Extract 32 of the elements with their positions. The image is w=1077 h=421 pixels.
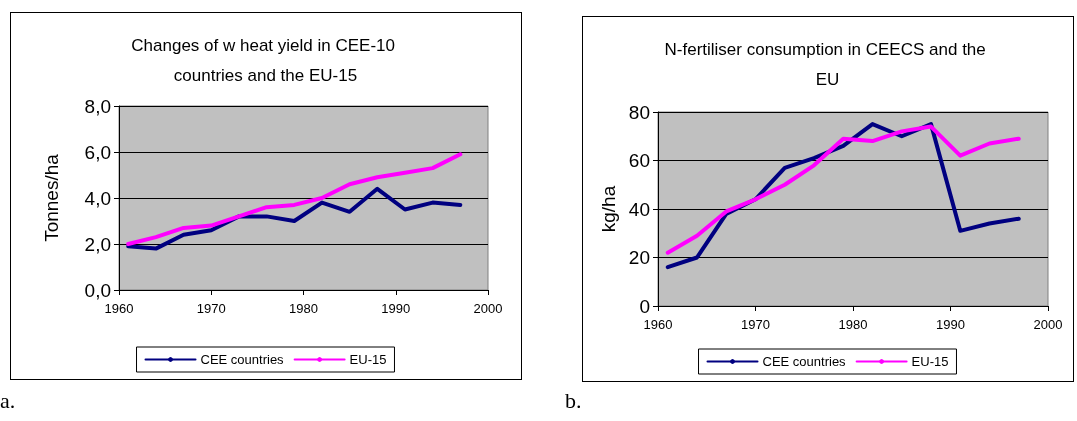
y-tick-label: 4,0 (84, 187, 111, 209)
y-axis-title: kg/ha (597, 185, 619, 233)
y-axis-title: Tonnes/ha (41, 153, 62, 242)
legend-label: CEE countries (200, 352, 285, 367)
y-tick-label: 2,0 (84, 233, 111, 255)
x-tick-label: 1970 (741, 317, 770, 332)
x-tick-label: 1990 (381, 301, 411, 316)
x-tick-label: 2000 (1033, 317, 1063, 332)
y-tick-label: 8,0 (84, 95, 111, 117)
x-tick-label: 1960 (104, 301, 134, 316)
chart-title: Changes of w heat yield in CEE-10 countries and the EU-15 (131, 35, 400, 85)
x-tick-label: 1960 (643, 317, 673, 332)
text: b. (565, 388, 582, 414)
x-tick-label: 2000 (473, 301, 503, 316)
chart-title: N-fertiliser consumption in CEECS and the EU (664, 39, 991, 89)
y-tick-label: 20 (628, 247, 650, 268)
legend-label: CEE countries (762, 354, 847, 369)
y-tick-label: 6,0 (84, 141, 111, 163)
y-tick-label: 0,0 (84, 279, 111, 301)
y-tick-label: 0 (639, 295, 650, 317)
legend-label: EU-15 (911, 354, 949, 369)
y-tick-label: 80 (628, 101, 650, 123)
x-tick-label: 1970 (196, 301, 226, 316)
text: a. (0, 388, 16, 414)
y-tick-label: 60 (628, 150, 650, 171)
x-tick-label: 1980 (838, 317, 868, 332)
line-series (126, 152, 463, 246)
x-tick-label: 1980 (289, 301, 318, 316)
y-tick-label: 40 (628, 198, 650, 220)
line-series (126, 186, 463, 251)
x-tick-label: 1990 (936, 317, 965, 332)
legend-label: EU-15 (349, 352, 387, 367)
